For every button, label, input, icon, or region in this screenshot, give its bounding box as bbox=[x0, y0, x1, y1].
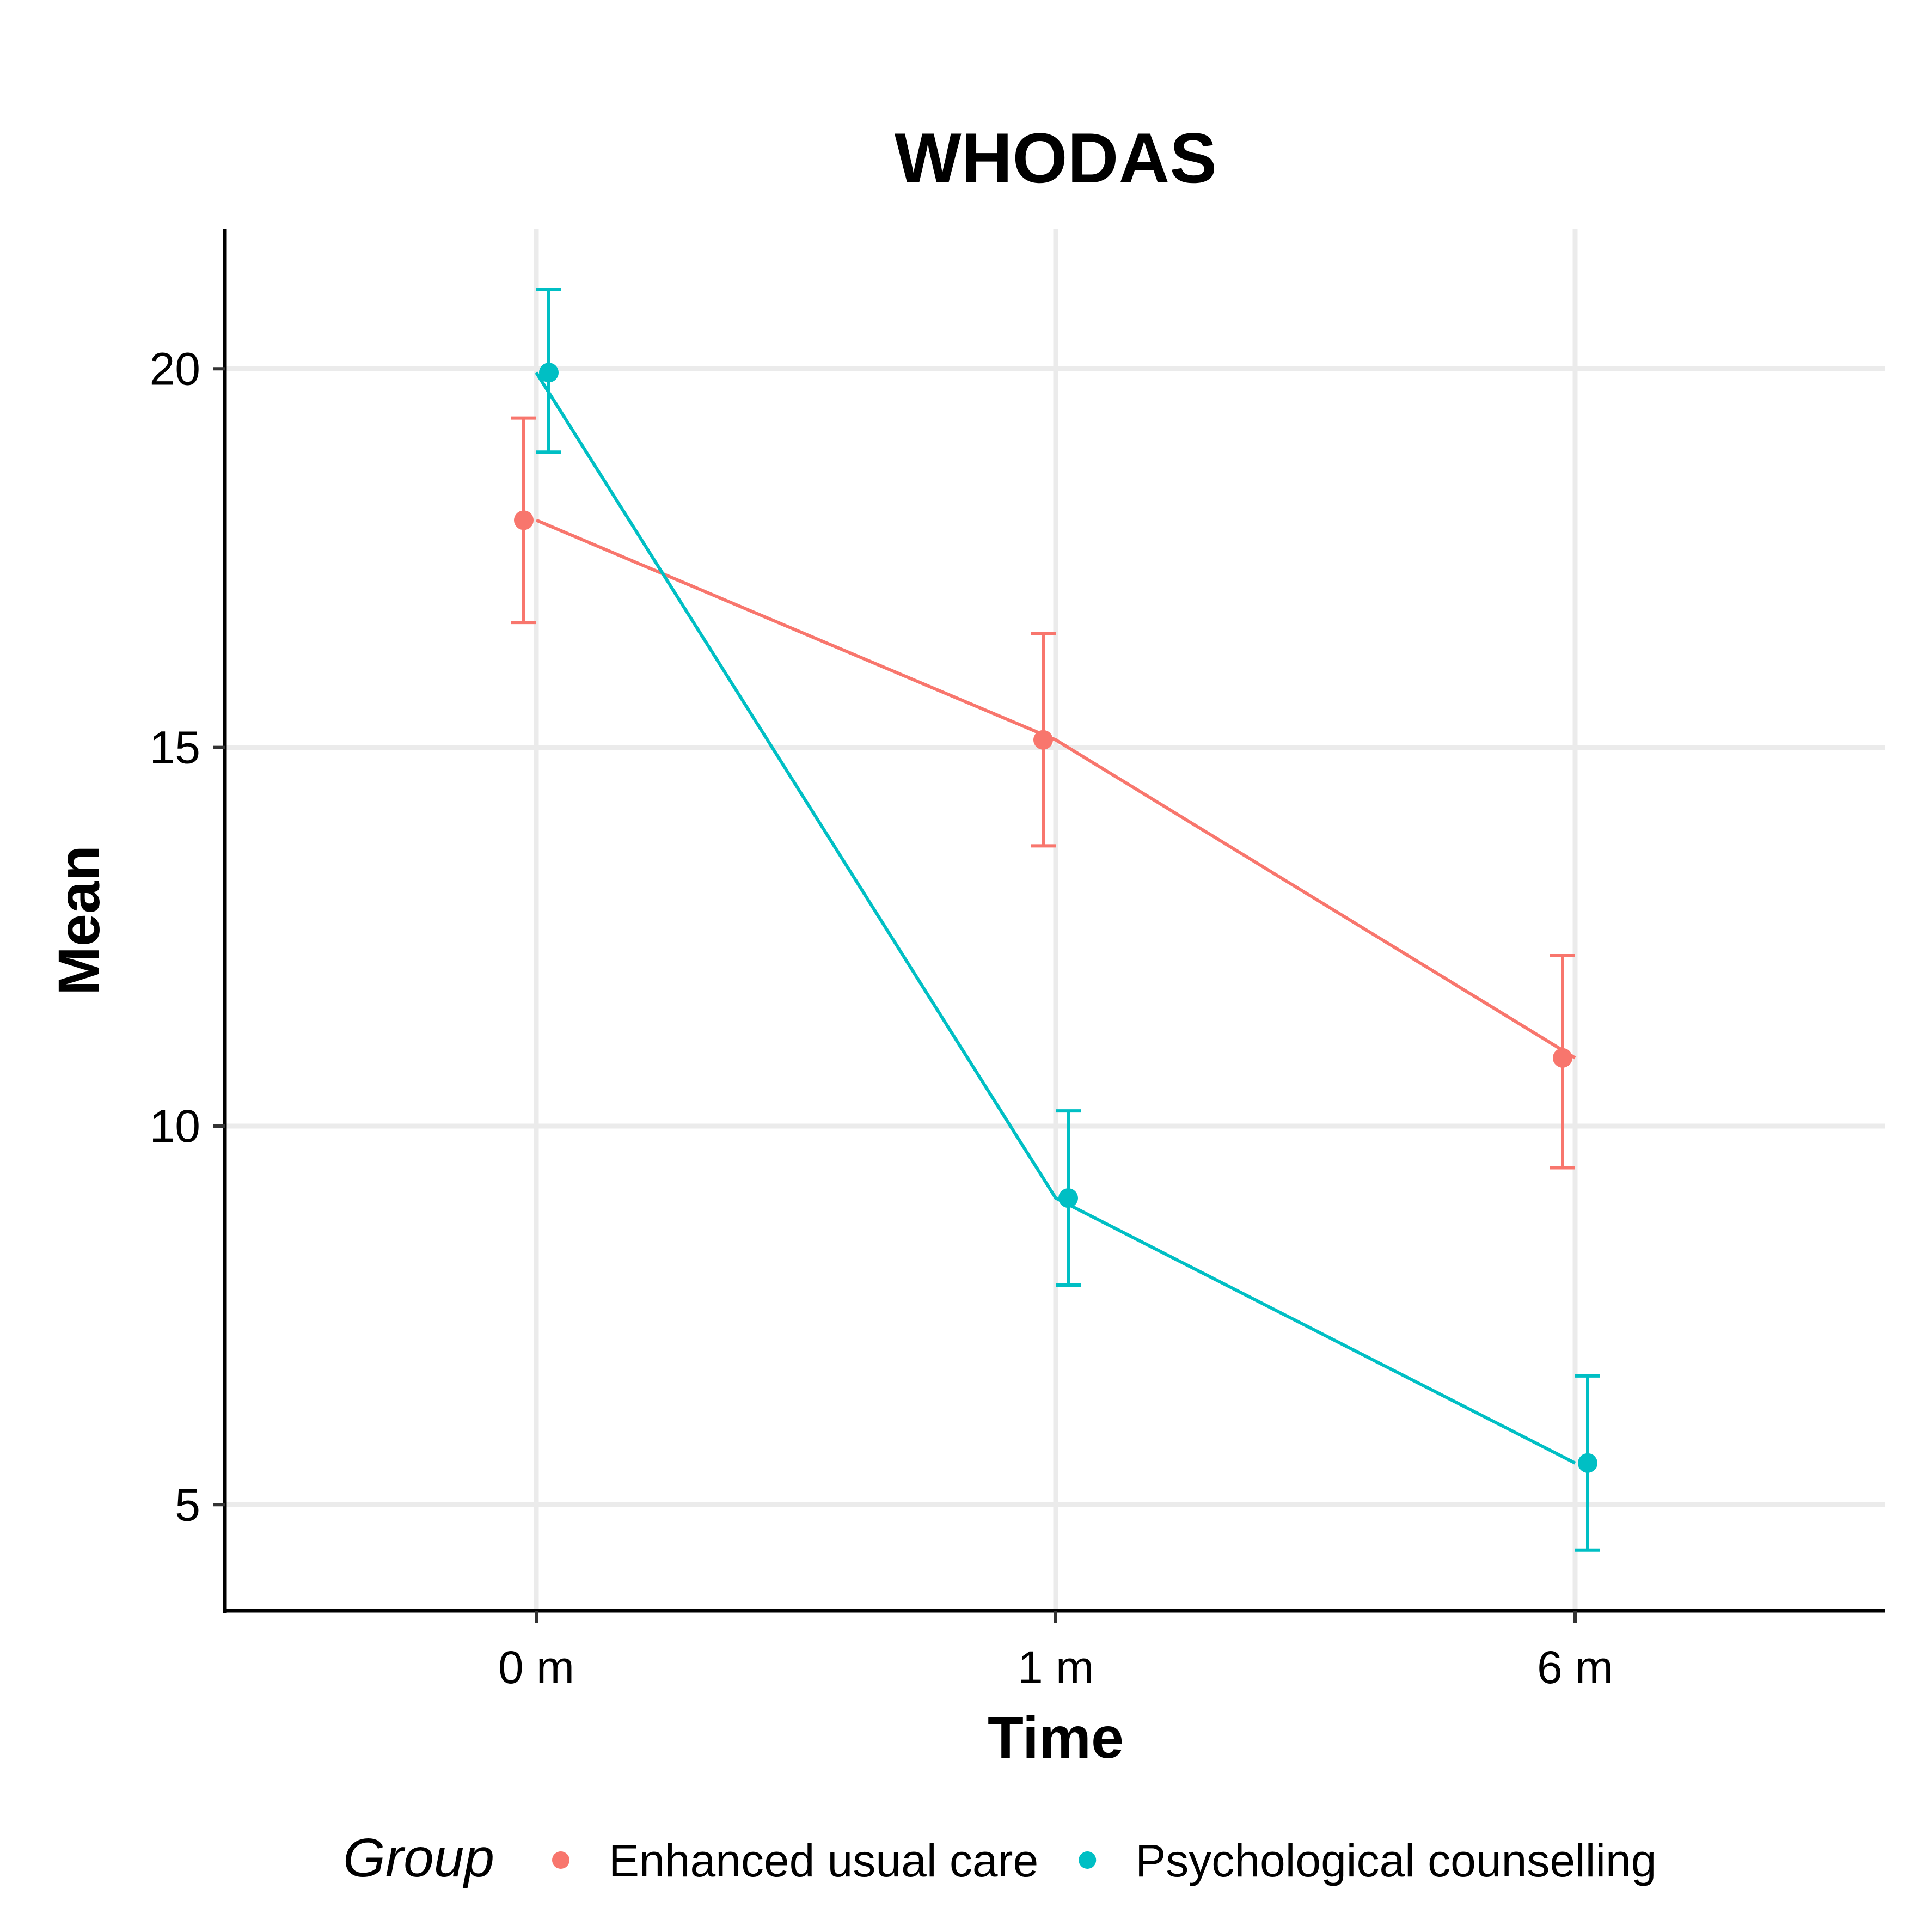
legend: Group Enhanced usual care Psychological c… bbox=[343, 1827, 1656, 1888]
axis-layer: 5 10 15 20 0 m 1 m 6 m bbox=[150, 229, 1885, 1693]
legend-key bbox=[552, 1851, 569, 1869]
legend-label: Psychological counselling bbox=[1135, 1835, 1656, 1886]
data-point bbox=[1553, 1048, 1572, 1068]
data-point bbox=[539, 363, 559, 383]
series-line bbox=[535, 371, 1576, 1465]
chart-title: WHODAS bbox=[895, 118, 1217, 198]
series-group bbox=[511, 416, 1576, 1170]
y-axis-title: Mean bbox=[46, 845, 112, 995]
x-axis-title: Time bbox=[988, 1704, 1124, 1770]
x-tick-label: 1 m bbox=[1018, 1642, 1094, 1693]
series-group bbox=[535, 288, 1600, 1552]
y-tick-label: 20 bbox=[150, 343, 200, 394]
y-tick-label: 10 bbox=[150, 1100, 200, 1152]
data-point bbox=[1033, 730, 1053, 750]
x-tick-label: 6 m bbox=[1537, 1642, 1613, 1693]
y-tick-label: 15 bbox=[150, 722, 200, 773]
y-tick-label: 5 bbox=[175, 1479, 200, 1530]
x-tick-label: 0 m bbox=[498, 1642, 574, 1693]
data-point bbox=[1058, 1188, 1078, 1208]
legend-title: Group bbox=[343, 1827, 494, 1888]
series-layer bbox=[511, 288, 1600, 1552]
legend-label: Enhanced usual care bbox=[609, 1835, 1038, 1886]
grid-layer bbox=[225, 229, 1885, 1611]
data-point bbox=[1578, 1453, 1597, 1473]
legend-key bbox=[1079, 1851, 1097, 1869]
series-line bbox=[535, 518, 1576, 1060]
data-point bbox=[514, 510, 534, 530]
